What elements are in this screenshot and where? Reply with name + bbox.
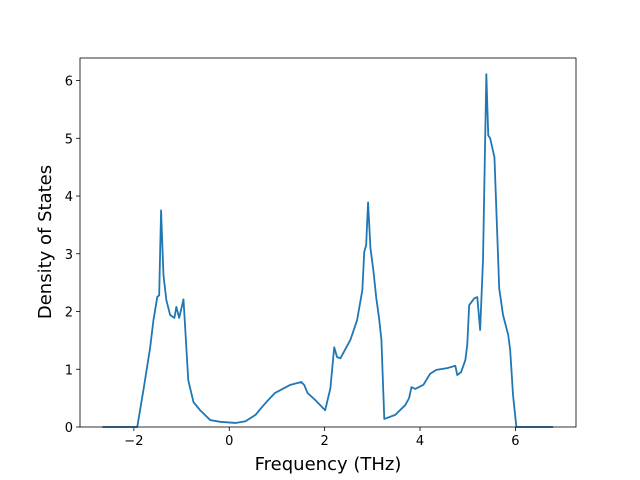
x-tick-label: 6 <box>511 434 519 449</box>
y-tick-label: 4 <box>65 190 73 205</box>
y-axis-label: Density of States <box>35 165 56 319</box>
x-axis-label: Frequency (THz) <box>255 454 402 475</box>
y-tick-label: 5 <box>65 132 73 147</box>
y-tick-label: 2 <box>65 306 73 321</box>
y-tick-label: 3 <box>65 248 73 263</box>
y-tick-label: 1 <box>65 363 73 378</box>
data-line <box>102 73 554 428</box>
y-tick-label: 6 <box>65 75 73 90</box>
x-tick-label: 4 <box>416 434 424 449</box>
y-tick-label: 0 <box>65 421 73 436</box>
x-tick-label: 2 <box>321 434 329 449</box>
plot-frame <box>79 57 577 428</box>
x-tick-label: 0 <box>225 434 233 449</box>
x-tick-label: −2 <box>124 434 143 449</box>
